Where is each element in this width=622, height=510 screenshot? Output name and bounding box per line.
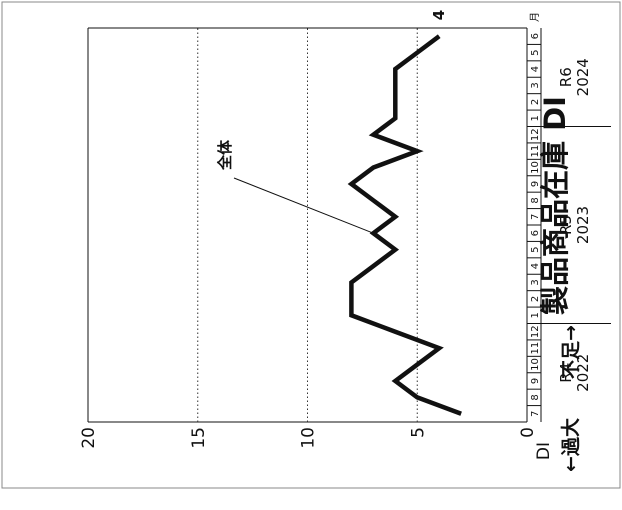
x-month-label: 5 [530, 49, 541, 55]
y-tick-label: 5 [408, 427, 428, 438]
x-month-label: 6 [530, 230, 541, 236]
y-axis-label: DI [534, 442, 554, 460]
x-month-label: 3 [530, 82, 541, 88]
x-month-label: 11 [530, 145, 541, 158]
x-month-label: 1 [530, 312, 541, 318]
year-label: 2022 [574, 354, 592, 392]
y-tick-label: 15 [189, 427, 209, 449]
year-label: 2023 [574, 206, 592, 244]
year-era-label: R6 [557, 67, 575, 87]
x-month-label: 8 [530, 197, 541, 203]
x-month-label: 6 [530, 33, 541, 39]
x-month-label: 9 [530, 181, 541, 187]
x-month-label: 9 [530, 378, 541, 384]
y-tick-label: 0 [518, 427, 538, 438]
year-label: 2024 [574, 58, 592, 96]
month-unit-label: 月 [529, 12, 541, 22]
chart-border [1, 1, 621, 489]
year-era-label: R5 [557, 215, 575, 235]
x-month-label: 2 [530, 296, 541, 302]
direction-low-label: 不足→ [560, 325, 582, 379]
series-line [347, 34, 462, 416]
x-month-label: 2 [530, 99, 541, 105]
chart-title: 製品商品在庫 DI [538, 96, 572, 315]
series-label: 全体 [216, 139, 234, 171]
x-month-label: 5 [530, 246, 541, 252]
series-leader-line [233, 177, 374, 234]
x-month-label: 10 [530, 161, 541, 174]
x-month-label: 7 [530, 411, 541, 417]
y-tick-label: 10 [299, 427, 319, 449]
x-month-label: 4 [530, 263, 541, 269]
x-month-label: 7 [530, 214, 541, 220]
x-month-label: 4 [530, 66, 541, 72]
x-month-label: 1 [530, 115, 541, 121]
end-value-label: 4 [430, 10, 448, 20]
year-era-label: R4 [557, 363, 575, 383]
x-month-label: 11 [530, 342, 541, 355]
x-month-label: 3 [530, 279, 541, 285]
direction-high-label: ←過大 [559, 418, 582, 472]
y-tick-label: 20 [79, 427, 99, 449]
x-month-label: 12 [530, 325, 541, 338]
x-month-label: 8 [530, 394, 541, 400]
rotated-chart: 製品商品在庫 DI DI ←過大 不足→ 4 月 全体 051015207891… [79, 10, 611, 472]
x-month-label: 12 [530, 128, 541, 141]
x-month-label: 10 [530, 358, 541, 371]
